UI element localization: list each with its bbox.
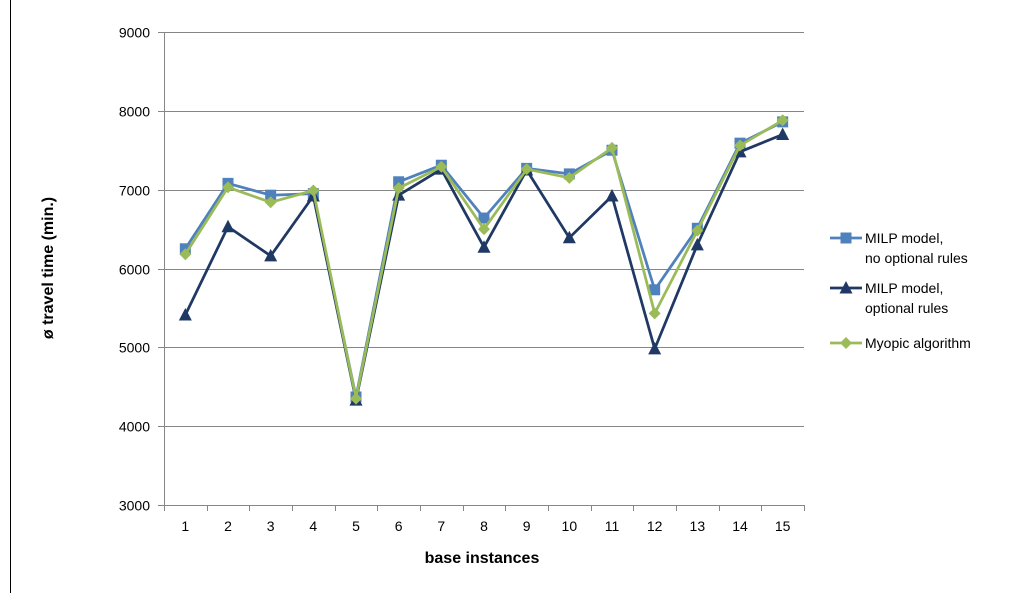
- x-axis-title: base instances: [425, 550, 540, 567]
- x-tick-label: 10: [562, 518, 578, 534]
- data-point-diamond: [734, 139, 746, 152]
- y-tick-label: 7000: [119, 183, 150, 199]
- x-tick-label: 11: [605, 518, 620, 534]
- series-3: [179, 114, 789, 405]
- data-point-triangle: [477, 240, 491, 253]
- data-point-diamond: [606, 141, 618, 154]
- data-point-triangle: [776, 127, 790, 140]
- legend-label: optional rules: [865, 300, 948, 316]
- x-tick-label: 9: [523, 518, 531, 534]
- legend-label: no optional rules: [865, 250, 968, 266]
- x-tick-label: 12: [647, 518, 663, 534]
- data-point-diamond: [179, 248, 192, 261]
- legend-item-2: MILP model, optional rules: [830, 280, 948, 316]
- series-line: [184, 133, 784, 402]
- y-tick-label: 9000: [119, 25, 150, 41]
- data-point-triangle: [648, 341, 662, 355]
- y-tick-label: 6000: [119, 262, 150, 278]
- x-tick-label: 5: [352, 518, 360, 534]
- data-point-diamond: [222, 181, 234, 194]
- data-point-triangle: [605, 188, 619, 202]
- data-point-diamond: [350, 392, 362, 405]
- x-tick-label: 3: [267, 518, 275, 534]
- x-tick-label: 13: [690, 518, 706, 534]
- data-point-square: [649, 284, 661, 296]
- axes: [158, 32, 805, 511]
- x-tick-label: 2: [224, 518, 232, 534]
- x-tick-label: 6: [395, 518, 403, 534]
- legend-label: MILP model,: [865, 280, 943, 296]
- data-point-triangle: [562, 230, 576, 244]
- y-tick-label: 4000: [119, 419, 150, 435]
- legend-label: MILP model,: [865, 230, 943, 246]
- data-point-diamond: [520, 163, 533, 176]
- x-tick-label: 8: [480, 518, 488, 534]
- data-point-triangle: [264, 248, 278, 262]
- data-point-diamond: [563, 171, 576, 184]
- legend-label: Myopic algorithm: [865, 335, 971, 351]
- data-point-diamond: [648, 307, 661, 320]
- data-point-triangle: [221, 219, 235, 233]
- data-point-square: [393, 176, 405, 188]
- x-tick-labels: 1 2 3 4 5 6 7 8 9 10 11 12 13 14 15: [181, 518, 790, 534]
- x-tick-label: 1: [181, 518, 189, 534]
- data-point-diamond: [307, 184, 320, 197]
- data-point-diamond: [435, 160, 448, 173]
- data-point-diamond: [392, 182, 405, 195]
- legend-item-3: Myopic algorithm: [830, 335, 971, 351]
- legend-marker-square: [840, 232, 852, 244]
- data-point-square: [478, 212, 490, 224]
- x-tick-label: 15: [775, 518, 791, 534]
- y-tick-label: 3000: [119, 498, 150, 514]
- legend-marker-triangle: [839, 281, 853, 294]
- series-2: [178, 127, 790, 406]
- y-axis-title: ø travel time (min.): [40, 197, 57, 339]
- data-point-diamond: [264, 196, 277, 209]
- x-tick-label: 7: [437, 518, 445, 534]
- data-point-triangle: [178, 308, 192, 321]
- legend-marker-diamond: [840, 337, 852, 349]
- series-group: [178, 114, 790, 406]
- data-point-diamond: [776, 114, 789, 127]
- x-tick-label: 14: [732, 518, 748, 534]
- data-point-triangle: [690, 237, 704, 251]
- data-point-square: [265, 189, 277, 201]
- legend-item-1: MILP model, no optional rules: [830, 230, 968, 266]
- y-tick-label: 5000: [119, 340, 150, 356]
- y-tick-label: 8000: [119, 104, 150, 120]
- x-tick-label: 4: [309, 518, 317, 534]
- data-point-diamond: [478, 223, 490, 236]
- data-point-diamond: [691, 224, 704, 237]
- y-tick-labels: 3000 4000 5000 6000 7000 8000 9000: [119, 25, 150, 514]
- legend: MILP model, no optional rules MILP model, o…: [830, 230, 971, 351]
